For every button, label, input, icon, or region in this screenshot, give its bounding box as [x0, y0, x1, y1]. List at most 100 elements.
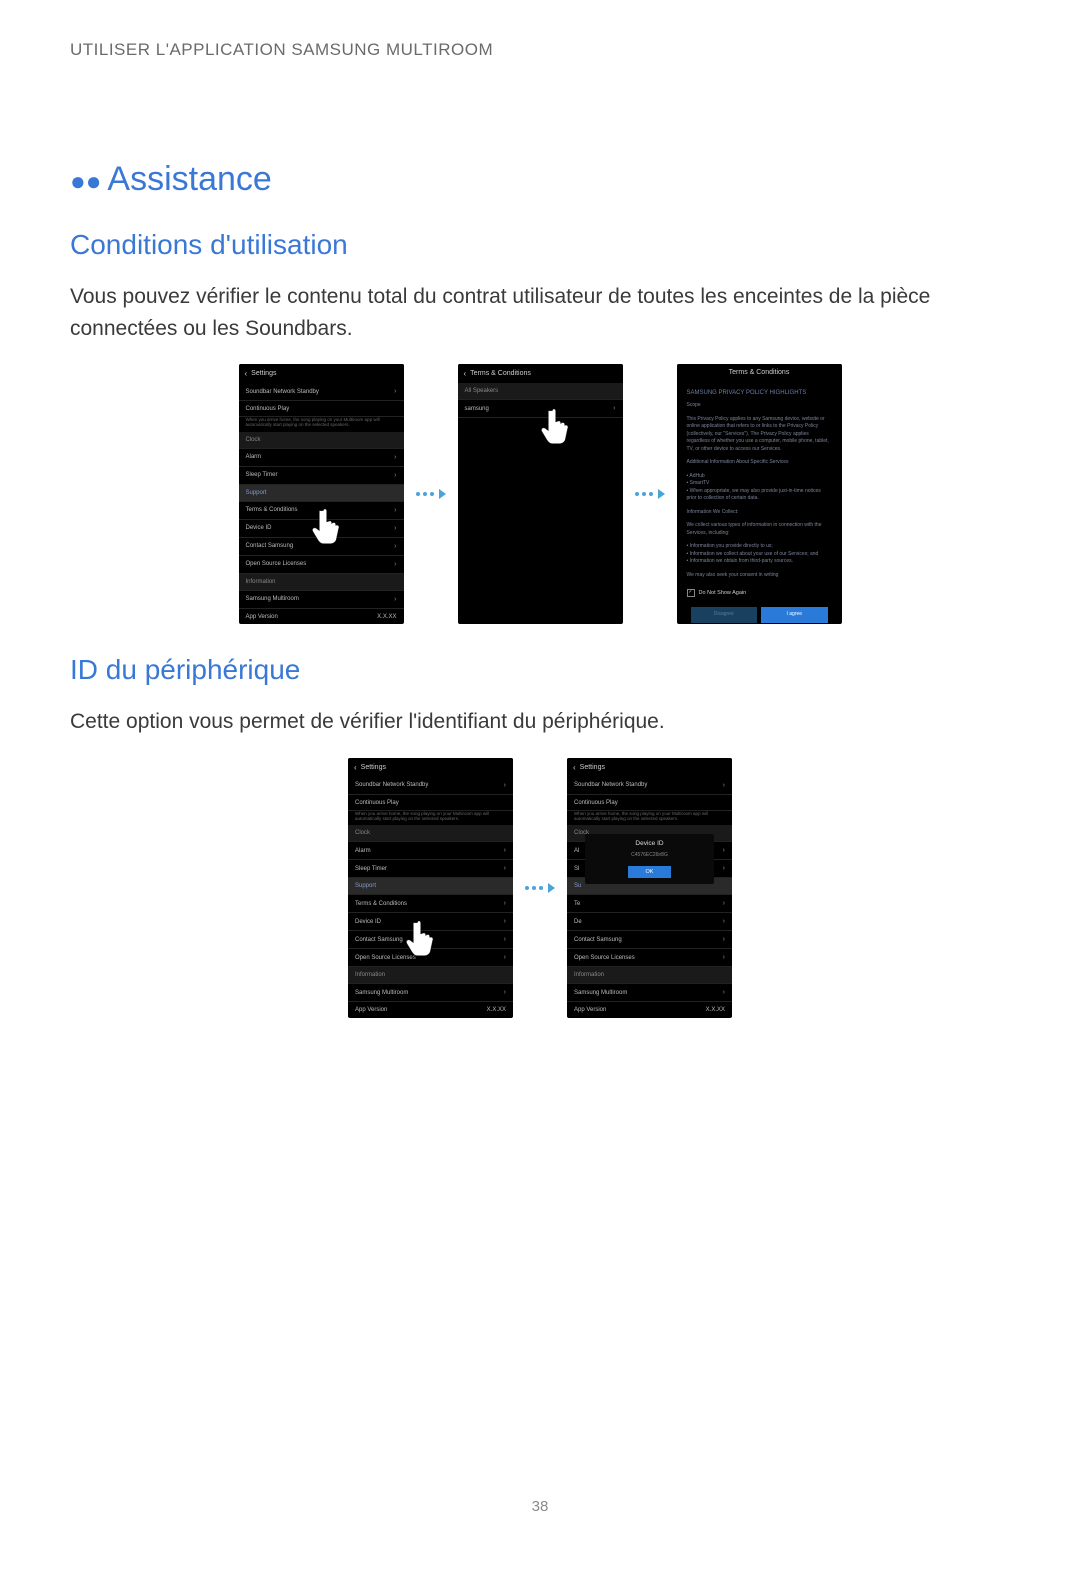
checkbox-icon[interactable]: ✓: [687, 589, 695, 597]
collect-text: We collect various types of information …: [687, 522, 832, 537]
back-icon[interactable]: ‹: [245, 369, 248, 378]
chevron-right-icon: ›: [504, 782, 506, 789]
header-title: Settings: [361, 764, 386, 771]
chevron-right-icon: ›: [504, 847, 506, 854]
chevron-right-icon: ›: [723, 936, 725, 943]
ok-button[interactable]: OK: [628, 866, 672, 878]
phone-header: ‹ Settings: [348, 758, 513, 777]
chevron-right-icon: ›: [723, 847, 725, 854]
chevron-right-icon: ›: [723, 782, 725, 789]
chevron-right-icon: ›: [394, 454, 396, 461]
subheading-device-id: ID du périphérique: [70, 654, 1010, 686]
row-sleep[interactable]: Sleep Timer›: [239, 467, 404, 485]
header-title: Settings: [580, 764, 605, 771]
device-id-value: C4576EC26ir8G: [589, 852, 710, 858]
row-multiroom[interactable]: Samsung Multiroom›: [239, 591, 404, 609]
chevron-right-icon: ›: [504, 900, 506, 907]
section-title-text: Assistance: [107, 160, 271, 199]
row-device-id[interactable]: Device ID›: [239, 520, 404, 538]
phone-terms-list: ‹Terms & Conditions All Speakers samsung…: [458, 364, 623, 624]
row-all-speakers: All Speakers: [458, 383, 623, 400]
phone-settings-1: ‹Settings Soundbar Network Standby› Cont…: [239, 364, 404, 624]
collect-label: Information We Collect:: [687, 509, 832, 517]
scope-label: Scope: [687, 402, 832, 410]
row-soundbar[interactable]: Soundbar Network Standby›: [239, 383, 404, 401]
phone-privacy: Terms & Conditions SAMSUNG PRIVACY POLIC…: [677, 364, 842, 624]
contplay-desc: When you arrive home, the song playing o…: [239, 417, 404, 432]
phone-device-id-modal: ‹ Settings Soundbar Network Standby› Cont…: [567, 758, 732, 1018]
chevron-right-icon: ›: [504, 936, 506, 943]
scope-text: This Privacy Policy applies to any Samsu…: [687, 416, 832, 454]
chevron-right-icon: ›: [394, 543, 396, 550]
row-contplay[interactable]: Continuous Play: [348, 795, 513, 811]
phone-header: Terms & Conditions: [677, 364, 842, 381]
arrow-icon: [416, 489, 446, 499]
row-terms[interactable]: Terms & Conditions›: [348, 895, 513, 913]
row-contact[interactable]: Contact Samsung›: [567, 931, 732, 949]
section-info: Information: [348, 967, 513, 984]
row-alarm[interactable]: Alarm›: [239, 449, 404, 467]
section-support: Support: [239, 485, 404, 502]
contplay-desc: When you arrive home, the song playing o…: [348, 811, 513, 826]
chevron-right-icon: ›: [504, 954, 506, 961]
breadcrumb: UTILISER L'APPLICATION SAMSUNG MULTIROOM: [70, 40, 1010, 60]
addl-label: Additional Information About Specific Se…: [687, 459, 832, 467]
row-device-id[interactable]: Device ID›: [348, 913, 513, 931]
chevron-right-icon: ›: [613, 405, 615, 412]
bullet-icon: ●●: [70, 166, 101, 197]
consent-text: We may also seek your consent in writing: [687, 572, 832, 580]
row-terms[interactable]: Terms & Conditions›: [239, 502, 404, 520]
screenshots-row-1: ‹Settings Soundbar Network Standby› Cont…: [70, 364, 1010, 624]
chevron-right-icon: ›: [723, 918, 725, 925]
checkbox-row[interactable]: ✓Do Not Show Again: [687, 589, 832, 597]
phone-header: ‹Settings: [239, 364, 404, 383]
body-device-id: Cette option vous permet de vérifier l'i…: [70, 706, 1010, 738]
row-app-version: App VersionX.X.XX: [567, 1002, 732, 1017]
section-support: Support: [348, 878, 513, 895]
row-contplay[interactable]: Continuous Play: [239, 401, 404, 417]
subheading-terms: Conditions d'utilisation: [70, 229, 1010, 261]
chevron-right-icon: ›: [394, 472, 396, 479]
header-title: Settings: [251, 370, 276, 377]
row-samsung[interactable]: samsung›: [458, 400, 623, 418]
row-sleep[interactable]: Sleep Timer›: [348, 860, 513, 878]
section-clock: Clock: [348, 825, 513, 842]
row-soundbar[interactable]: Soundbar Network Standby›: [348, 777, 513, 795]
chevron-right-icon: ›: [723, 865, 725, 872]
screenshots-row-2: ‹ Settings Soundbar Network Standby› Cont…: [70, 758, 1010, 1018]
phone-header: ‹ Settings: [567, 758, 732, 777]
row-contact[interactable]: Contact Samsung›: [348, 931, 513, 949]
back-icon[interactable]: ‹: [464, 369, 467, 378]
chevron-right-icon: ›: [723, 954, 725, 961]
chevron-right-icon: ›: [394, 561, 396, 568]
chevron-right-icon: ›: [504, 918, 506, 925]
row-multiroom[interactable]: Samsung Multiroom›: [348, 984, 513, 1002]
arrow-icon: [525, 883, 555, 893]
row-alarm[interactable]: Alarm›: [348, 842, 513, 860]
row-opensource[interactable]: Open Source Licenses›: [348, 949, 513, 967]
row-contact[interactable]: Contact Samsung›: [239, 538, 404, 556]
device-id-modal: Device ID C4576EC26ir8G OK: [585, 834, 714, 884]
chevron-right-icon: ›: [504, 989, 506, 996]
privacy-title: SAMSUNG PRIVACY POLICY HIGHLIGHTS: [687, 389, 832, 398]
header-title: Terms & Conditions: [470, 370, 531, 377]
disagree-button[interactable]: Disagree: [691, 607, 758, 623]
arrow-icon: [635, 489, 665, 499]
row-opensource[interactable]: Open Source Licenses›: [239, 556, 404, 574]
collect-items: • Information you provide directly to us…: [687, 543, 832, 566]
row-multiroom[interactable]: Samsung Multiroom›: [567, 984, 732, 1002]
contplay-desc: When you arrive home, the song playing o…: [567, 811, 732, 826]
agree-button[interactable]: I agree: [761, 607, 828, 623]
back-icon[interactable]: ‹: [573, 763, 576, 772]
row-contplay[interactable]: Continuous Play: [567, 795, 732, 811]
row-device-id[interactable]: De›: [567, 913, 732, 931]
row-opensource[interactable]: Open Source Licenses›: [567, 949, 732, 967]
chevron-right-icon: ›: [394, 388, 396, 395]
chevron-right-icon: ›: [504, 865, 506, 872]
row-terms[interactable]: Te›: [567, 895, 732, 913]
page-number: 38: [70, 1498, 1010, 1515]
back-icon[interactable]: ‹: [354, 763, 357, 772]
row-soundbar[interactable]: Soundbar Network Standby›: [567, 777, 732, 795]
row-app-version: App VersionX.X.XX: [239, 609, 404, 624]
section-clock: Clock: [239, 432, 404, 449]
